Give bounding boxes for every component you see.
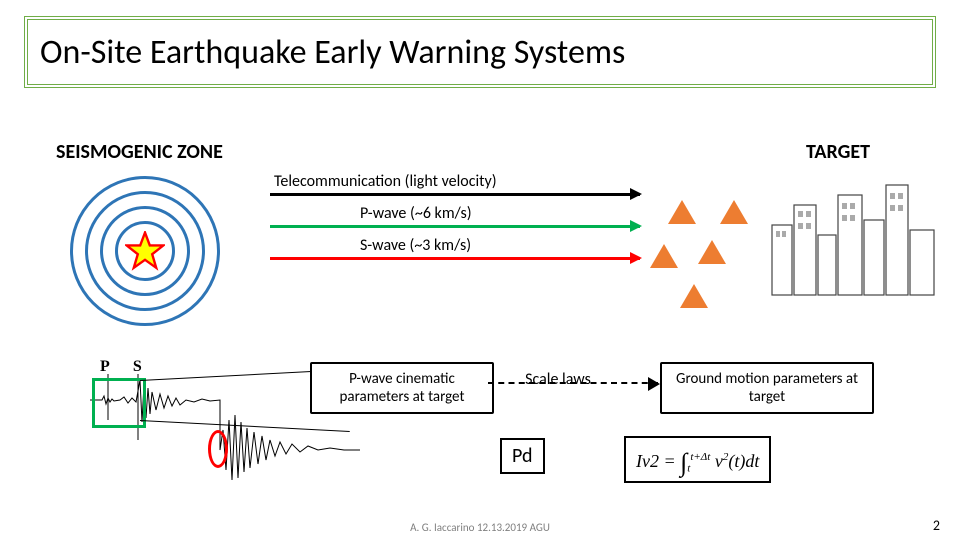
pd-amplitude-highlight [208,430,228,468]
iv2-equation: Iv2 = ∫tt+Δt v2(t)dt [624,436,771,483]
sensor-icon [698,240,726,264]
arrow-label: P-wave (~6 km/s) [270,204,640,223]
arrow-line-icon [270,193,640,196]
page-number: 2 [933,517,940,534]
arrow-line-icon [270,225,640,228]
slide-title: On-Site Earthquake Early Warning Systems [40,32,625,73]
sensor-icon [668,200,696,224]
label-scale-laws: Scale laws [516,370,600,389]
wave-arrows: Telecommunication (light velocity) P-wav… [270,172,640,268]
callout-ground-motion: Ground motion parameters at target [660,362,874,414]
epicenter-star-icon [125,231,165,271]
pwave-window-highlight [92,378,146,428]
city-skyline-icon [770,175,940,305]
sensor-icon [720,200,748,224]
label-target-zone: TARGET [806,140,870,164]
callout-pwave-params: P-wave cinematic parameters at target [310,362,494,414]
pd-box: Pd [500,438,545,474]
arrow-pwave: P-wave (~6 km/s) [270,204,640,228]
sensor-array [650,200,760,310]
arrow-telecom: Telecommunication (light velocity) [270,172,640,196]
sensor-icon [680,284,708,308]
epicenter-diagram [70,176,220,326]
arrow-swave: S-wave (~3 km/s) [270,236,640,260]
arrow-label: S-wave (~3 km/s) [270,236,640,255]
slide-title-box: On-Site Earthquake Early Warning Systems [24,16,936,88]
arrow-line-icon [270,257,640,260]
slide-footer: A. G. Iaccarino 12.13.2019 AGU [0,521,960,534]
label-seismogenic-zone: SEISMOGENIC ZONE [56,140,223,164]
arrow-label: Telecommunication (light velocity) [270,172,640,191]
sensor-icon [650,244,678,268]
